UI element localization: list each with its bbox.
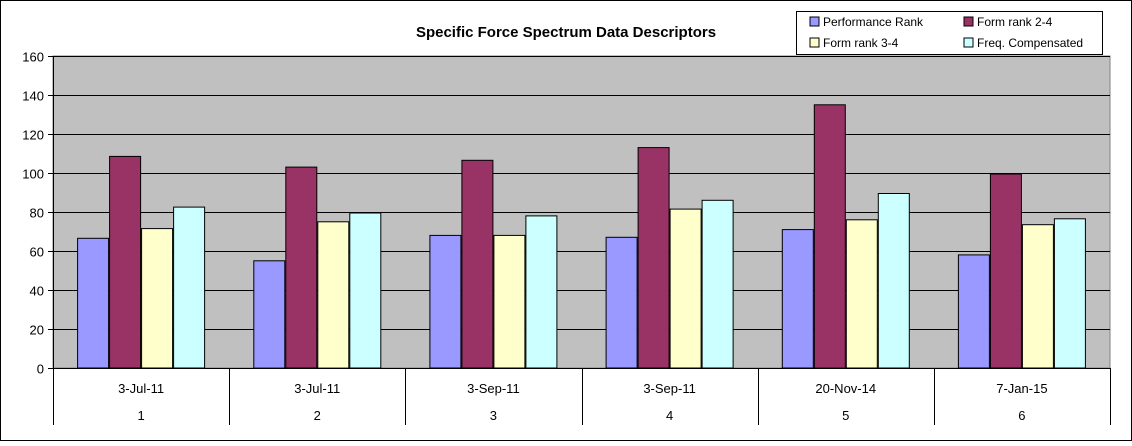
x-category-index-label: 4: [666, 408, 673, 423]
x-category-date-label: 20-Nov-14: [815, 381, 876, 396]
legend-entry-label: Freq. Compensated: [977, 36, 1083, 50]
y-tick-label: 100: [22, 167, 44, 182]
x-category-date-label: 3-Sep-11: [467, 381, 520, 396]
bar-performance-rank: [253, 260, 286, 369]
bar-freq-compensated: [525, 215, 558, 369]
bar-performance-rank: [605, 236, 638, 369]
legend-entry-label: Form rank 3-4: [823, 36, 899, 50]
bar-form-rank-2-4: [637, 147, 670, 369]
legend: Performance Rank Form rank 2-4 Form rank 3…: [796, 11, 1103, 55]
y-tick-label: 40: [30, 284, 44, 299]
y-tick-label: 120: [22, 128, 44, 143]
y-tick-label: 0: [37, 362, 44, 377]
y-tick-label: 20: [30, 323, 44, 338]
y-tick-label: 140: [22, 89, 44, 104]
bar-freq-compensated: [349, 212, 382, 369]
x-category-index-label: 3: [490, 408, 497, 423]
x-category-index-label: 2: [314, 408, 321, 423]
y-tick-label: 80: [30, 206, 44, 221]
legend-swatch: [963, 16, 974, 27]
bar-freq-compensated: [1053, 218, 1086, 369]
bar-form-rank-3-4: [845, 219, 878, 369]
y-tick-label: 160: [22, 50, 44, 65]
plot-area: 0 20 40 60 80 100 120 140 160 3-Jul-11 1 3-Jul-11 2 3…: [22, 50, 1111, 425]
bar-performance-rank: [957, 254, 990, 369]
legend-box: [796, 11, 1103, 55]
legend-entry-label: Form rank 2-4: [977, 15, 1053, 29]
x-category-index-label: 6: [1018, 408, 1025, 423]
bar-performance-rank: [429, 234, 462, 369]
x-category-index-label: 5: [842, 408, 849, 423]
x-category-index-label: 1: [137, 408, 144, 423]
bar-performance-rank: [77, 237, 110, 369]
bar-form-rank-2-4: [813, 104, 846, 369]
x-category-date-label: 3-Sep-11: [643, 381, 696, 396]
legend-swatch: [809, 37, 820, 48]
bar-form-rank-2-4: [285, 166, 318, 369]
x-category-date-label: 7-Jan-15: [996, 381, 1047, 396]
legend-swatch: [809, 16, 820, 27]
x-category-date-label: 3-Jul-11: [294, 381, 340, 396]
bar-form-rank-2-4: [461, 159, 494, 369]
bar-form-rank-3-4: [141, 228, 174, 369]
x-category-date-label: 3-Jul-11: [118, 381, 164, 396]
chart-title: Specific Force Spectrum Data Descriptors: [416, 24, 716, 41]
y-tick-label: 60: [30, 245, 44, 260]
bar-form-rank-3-4: [669, 208, 702, 369]
bar-form-rank-3-4: [493, 234, 526, 369]
bar-freq-compensated: [701, 199, 734, 369]
bar-form-rank-3-4: [1021, 224, 1054, 369]
legend-entry-label: Performance Rank: [823, 15, 924, 29]
bar-form-rank-2-4: [109, 155, 142, 369]
bar-performance-rank: [781, 229, 814, 369]
bar-freq-compensated: [173, 206, 206, 369]
bar-form-rank-3-4: [317, 221, 350, 369]
bar-freq-compensated: [877, 193, 910, 369]
legend-swatch: [963, 37, 974, 48]
bar-form-rank-2-4: [989, 173, 1022, 369]
